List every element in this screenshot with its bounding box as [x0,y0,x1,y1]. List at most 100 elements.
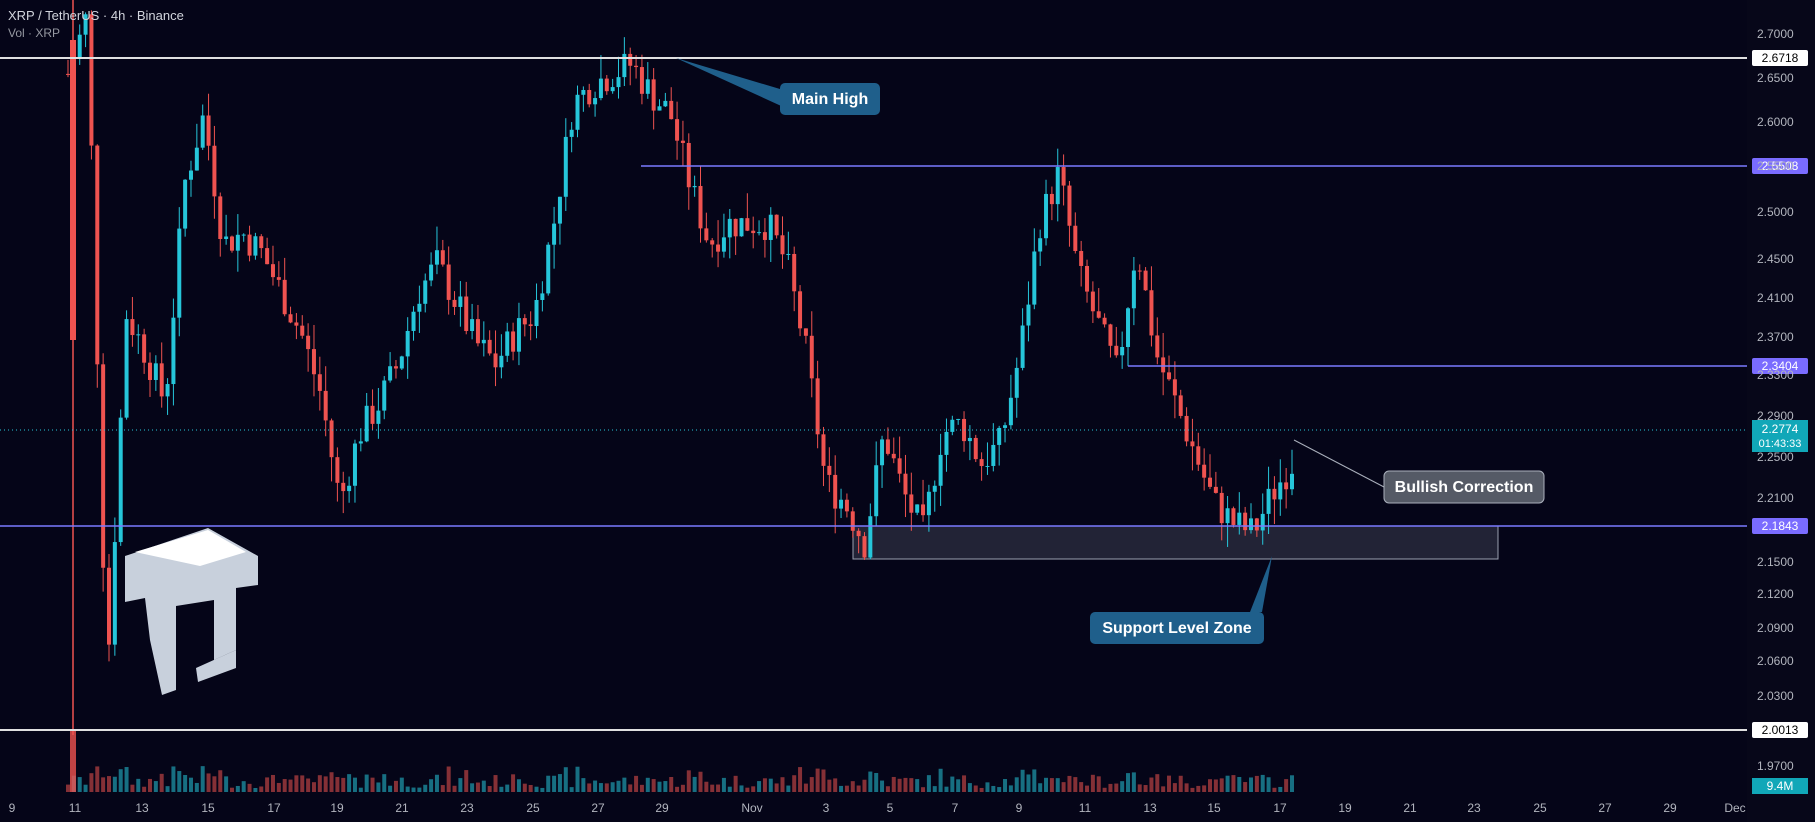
volume-bar [833,778,838,792]
volume-bar [657,781,662,792]
volume-bar [446,766,451,792]
candle-body [1184,415,1189,442]
volume-bar [77,777,82,792]
volume-bar [874,772,879,792]
candle-body [1213,486,1218,493]
candle-body [270,264,275,278]
candle-body [739,218,744,237]
candle-body [183,179,188,229]
candle-body [511,331,516,352]
candle-body [147,362,152,380]
candle-body [194,147,199,171]
candle-body [95,145,100,365]
volume-bar [1149,777,1154,792]
candle-body [352,443,357,486]
candle-body [727,218,732,238]
level-price-tag [1752,518,1808,534]
candle-body [967,437,972,442]
volume-bar [616,780,621,792]
volume-bar [745,787,750,792]
candle-body [1143,270,1148,291]
x-tick-label: 21 [395,801,409,815]
candle-body [587,89,592,105]
candle-body [229,236,234,251]
y-tick-label: 2.5000 [1757,205,1794,219]
volume-bar [1167,775,1172,792]
volume-bar [347,774,352,792]
volume-bar [188,777,193,792]
volume-value-label: 9.4M [1767,779,1794,793]
candle-body [376,410,381,424]
x-tick-label: 7 [952,801,959,815]
candle-body [241,234,246,236]
candle-body [1003,425,1008,428]
x-tick-label: 17 [1273,801,1287,815]
volume-bar [880,780,885,792]
volume-bar [405,786,410,792]
candle-body [921,504,926,516]
level-price-label: 2.5508 [1762,159,1799,173]
callout-box [1090,612,1264,644]
candle-body [505,331,510,356]
volume-bar [962,775,967,792]
candle-body [868,516,873,558]
volume-bar [317,775,322,792]
y-tick-label: 2.2500 [1757,450,1794,464]
candle-body [751,230,756,234]
volume-bar [522,783,527,792]
candle-body [833,474,838,509]
candle-body [358,441,363,444]
volume-bar [815,768,820,792]
level-price-label: 2.1843 [1762,519,1799,533]
candle-body [487,339,492,354]
volume-bar [1254,775,1259,792]
candle-body [165,384,170,397]
candle-body [493,353,498,368]
candle-body [897,458,902,474]
candle-body [1237,512,1242,525]
level-price-tag [1752,158,1808,174]
candle-body [1090,291,1095,312]
volume-bar [1225,775,1230,792]
candle-body [593,98,598,105]
annotation-callout: Main High [676,58,880,115]
level-price-tag [1752,358,1808,374]
volume-bar [628,784,633,792]
candle-body [1073,225,1078,252]
candle-body [604,78,609,92]
candle-body [329,420,334,458]
candle-body [265,248,270,265]
candle-body [1278,482,1283,500]
candle-body [153,363,158,380]
volume-bar [1073,777,1078,792]
candle-body [1284,482,1289,490]
volume-bar [1020,769,1025,792]
candle-body [393,366,398,369]
volume-bar [423,784,428,792]
volume-bar [382,774,387,792]
volume-bar [581,778,586,792]
volume-bar [1137,784,1142,792]
candle-body [774,214,779,236]
x-tick-label: 25 [526,801,540,815]
volume-bar [903,777,908,792]
x-tick-label: 27 [1598,801,1612,815]
level-price-label: 2.6718 [1762,51,1799,65]
volume-bar [1038,783,1043,792]
volume-bar [487,786,492,792]
candle-body [317,374,322,391]
volume-bar [956,779,961,792]
volume-bar [265,777,270,792]
y-tick-label: 2.3300 [1757,368,1794,382]
y-tick-label: 2.4500 [1757,252,1794,266]
candle-body [944,431,949,455]
x-tick-label: 29 [1663,801,1677,815]
volume-bar [540,787,545,792]
volume-bar [1044,777,1049,792]
candle-body [598,78,603,99]
volume-bar [1108,783,1113,792]
volume-bar [1172,783,1177,792]
x-tick-label: 9 [9,801,16,815]
volume-bar [106,776,111,792]
